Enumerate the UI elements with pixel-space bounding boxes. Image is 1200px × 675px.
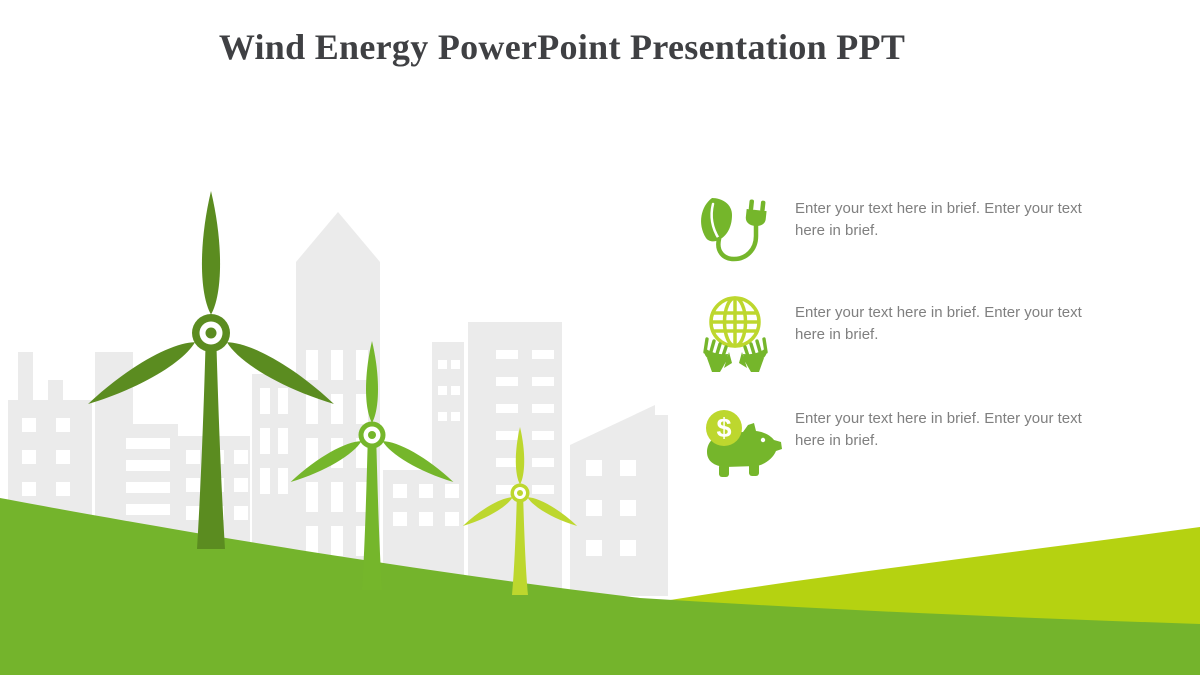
turbine-blade <box>88 342 196 405</box>
item-text: Enter your text here in brief. Enter you… <box>795 408 1125 451</box>
turbine-blade <box>462 497 513 527</box>
slide-title: Wind Energy PowerPoint Presentation PPT <box>218 27 906 67</box>
list-item: Enter your text here in brief. Enter you… <box>694 292 1130 382</box>
turbine-blade <box>226 342 334 405</box>
item-text: Enter your text here in brief. Enter you… <box>795 198 1125 241</box>
coin-dollar-sign: $ <box>716 413 731 443</box>
piggy-bank-icon: $ <box>706 410 782 477</box>
hand-left <box>703 337 732 372</box>
turbine-blade <box>527 497 578 527</box>
item-text-line: here in brief. <box>795 325 879 343</box>
item-text: Enter your text here in brief. Enter you… <box>795 302 1125 345</box>
globe-in-hands-icon <box>703 296 768 372</box>
item-text-line: Enter your text here in brief. Enter you… <box>795 304 1082 321</box>
turbine-tower <box>512 491 528 595</box>
list-item: $ Enter your text here in brief. Enter y… <box>694 400 1130 490</box>
item-text-line: Enter your text here in brief. Enter you… <box>795 410 1082 427</box>
item-text-line: here in brief. <box>795 221 879 239</box>
item-text-line: here in brief. <box>795 431 879 449</box>
skyline-windows <box>22 350 636 556</box>
turbine-blade <box>366 341 378 423</box>
turbine-blade <box>515 427 525 485</box>
wind-turbine-small <box>462 427 578 595</box>
wind-turbine-medium <box>290 341 454 590</box>
wind-turbine-large <box>88 191 334 549</box>
list-item: Enter your text here in brief. Enter you… <box>694 188 1130 278</box>
eco-plug-icon <box>701 198 767 262</box>
turbine-blade <box>382 441 454 483</box>
turbine-tower <box>362 432 382 590</box>
turbine-tower <box>197 329 225 549</box>
item-text-line: Enter your text here in brief. Enter you… <box>795 200 1082 217</box>
turbine-blade <box>201 191 221 315</box>
hill-foreground <box>0 498 1200 675</box>
hand-right <box>739 337 768 372</box>
turbine-blade <box>290 441 362 483</box>
